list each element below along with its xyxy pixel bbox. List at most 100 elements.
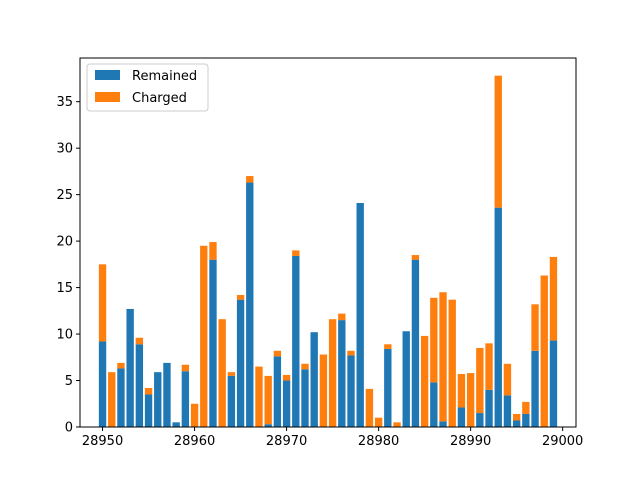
bar-remained-28969	[273, 356, 282, 427]
y-tick-label-30: 30	[56, 142, 73, 157]
bar-charged-28992	[485, 343, 493, 390]
y-tick-label-15: 15	[56, 281, 73, 296]
bar-charged-28980	[374, 417, 383, 427]
bars-layer	[98, 75, 558, 427]
bar-charged-28971	[292, 250, 300, 256]
bar-remained-28981	[384, 348, 392, 427]
bar-charged-28961	[200, 245, 208, 427]
bar-charged-28981	[384, 344, 392, 349]
legend-label-remained: Remained	[132, 69, 197, 84]
bar-remained-28987	[439, 421, 447, 427]
x-tick-label-28960: 28960	[174, 434, 215, 449]
bar-charged-28990	[466, 373, 475, 427]
bar-charged-28977	[347, 350, 355, 356]
y-tick-label-25: 25	[56, 188, 73, 203]
bar-remained-28973	[310, 332, 318, 427]
bar-charged-28960	[190, 403, 199, 427]
bar-charged-28982	[393, 422, 401, 427]
bar-remained-28994	[503, 395, 512, 427]
bar-charged-28994	[503, 363, 512, 396]
bar-remained-28978	[356, 202, 364, 427]
bar-charged-28989	[457, 374, 466, 408]
bar-charged-28959	[181, 364, 190, 372]
bar-charged-28997	[531, 304, 539, 351]
bar-remained-28970	[282, 380, 291, 427]
legend-swatch-charged	[95, 92, 120, 102]
bar-remained-28953	[126, 308, 134, 427]
bar-charged-28951	[108, 372, 116, 427]
bar-charged-28964	[227, 372, 236, 376]
bar-charged-28979	[365, 388, 374, 427]
legend-swatch-remained	[95, 70, 120, 80]
bar-remained-28976	[338, 320, 346, 427]
bar-remained-28983	[402, 331, 410, 427]
bar-remained-28958	[172, 422, 180, 427]
bar-charged-28963	[218, 319, 226, 427]
bar-charged-28968	[264, 375, 272, 425]
bar-charged-28966	[246, 176, 254, 183]
bar-charged-28996	[522, 401, 530, 414]
bar-charged-28985	[420, 335, 429, 427]
bar-remained-28986	[430, 382, 438, 427]
x-tick-label-28980: 28980	[358, 434, 399, 449]
bar-remained-28977	[347, 355, 355, 427]
bar-charged-28991	[476, 347, 484, 414]
bar-remained-28992	[485, 389, 493, 427]
bar-remained-28996	[522, 413, 530, 427]
bar-remained-28966	[246, 182, 254, 427]
bar-remained-28959	[181, 371, 190, 427]
bar-remained-28962	[209, 259, 217, 427]
bar-charged-28950	[98, 264, 107, 342]
bar-charged-28955	[144, 387, 153, 395]
y-tick-label-0: 0	[65, 421, 73, 436]
bar-charged-28952	[117, 362, 125, 369]
bar-remained-28965	[236, 299, 245, 427]
bar-charged-28972	[301, 363, 309, 370]
bar-remained-28989	[457, 407, 466, 427]
bar-charged-28967	[255, 366, 263, 427]
bar-charged-28998	[540, 275, 548, 427]
bar-remained-28957	[163, 362, 171, 427]
x-tick-label-28950: 28950	[82, 434, 123, 449]
bar-remained-28997	[531, 350, 539, 427]
bar-charged-28962	[209, 242, 217, 260]
legend-label-charged: Charged	[132, 91, 187, 106]
y-tick-label-20: 20	[56, 235, 73, 250]
bar-remained-28991	[476, 413, 484, 427]
y-tick-label-35: 35	[56, 95, 73, 110]
bar-remained-28971	[292, 255, 300, 427]
x-tick-label-28970: 28970	[266, 434, 307, 449]
x-axis: 28950 28960 28970 28980 28990 29000	[82, 427, 583, 449]
bar-charged-28993	[494, 75, 502, 208]
bar-charged-28965	[236, 295, 245, 300]
bar-remained-28952	[117, 368, 125, 427]
bar-remained-28984	[411, 259, 420, 427]
y-tick-label-5: 5	[65, 374, 73, 389]
bar-remained-28995	[512, 420, 521, 427]
bar-remained-28954	[135, 344, 144, 427]
y-axis: 0 5 10 15 20 25 30 35	[56, 95, 80, 436]
bar-charged-28988	[448, 299, 456, 427]
bar-remained-28999	[549, 340, 558, 427]
bar-remained-28950	[98, 341, 107, 427]
bar-charged-28999	[549, 256, 558, 341]
bar-remained-28972	[301, 369, 309, 427]
y-tick-label-10: 10	[56, 328, 73, 343]
bar-remained-28993	[494, 207, 502, 427]
bar-charged-28974	[319, 354, 328, 427]
bar-remained-28968	[264, 424, 272, 427]
bar-charged-28976	[338, 313, 346, 321]
bar-charged-28995	[512, 413, 521, 421]
x-tick-label-29000: 29000	[542, 434, 583, 449]
bar-charged-28987	[439, 292, 447, 422]
legend: Remained Charged	[86, 63, 209, 112]
bar-charged-28986	[430, 297, 438, 383]
bar-charged-28969	[273, 350, 282, 357]
bar-charged-28984	[411, 255, 420, 260]
bar-charged-28954	[135, 337, 144, 345]
x-tick-label-28990: 28990	[450, 434, 491, 449]
bar-remained-28956	[154, 372, 162, 427]
axes-frame	[79, 57, 577, 428]
bar-remained-28955	[144, 394, 153, 427]
